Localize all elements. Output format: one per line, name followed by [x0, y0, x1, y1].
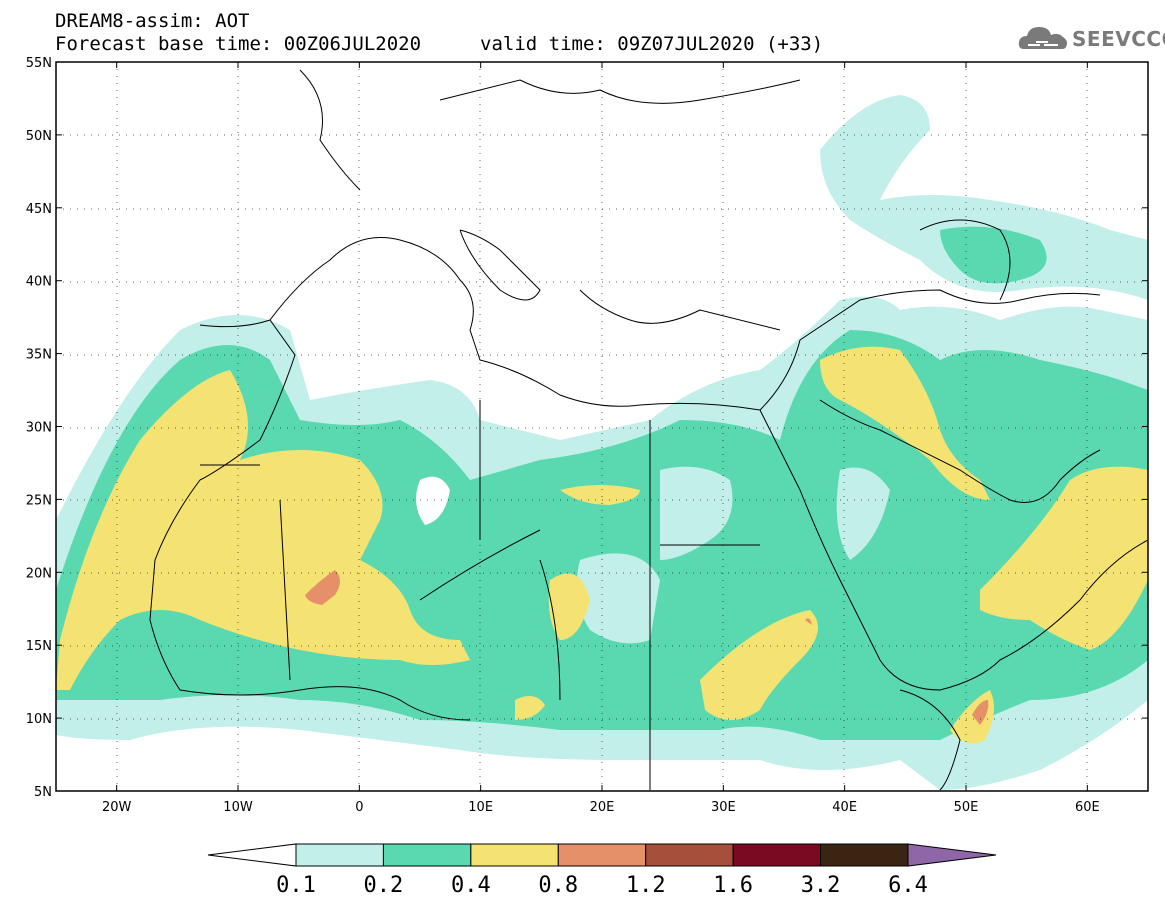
lat-tick-label: 45N [26, 202, 52, 217]
lon-tick-label: 30E [711, 800, 736, 815]
lat-tick-label: 15N [26, 639, 52, 654]
colorbar-box [470, 843, 559, 867]
colorbar-label: 0.8 [538, 873, 578, 898]
lon-tick-label: 20W [102, 800, 132, 815]
lon-tick-label: 60E [1075, 800, 1100, 815]
lon-tick-label: 50E [954, 800, 979, 815]
colorbar-box [295, 843, 384, 867]
longitude-axis: 20W 10W 0 10E 20E 30E 40E 50E 60E [102, 62, 1100, 815]
colorbar-arrow-high [907, 843, 997, 867]
latitude-axis: 5N 10N 15N 20N 25N 30N 35N 40N 45N 50N 55N [26, 56, 1148, 800]
lat-tick-label: 30N [26, 421, 52, 436]
lat-tick-label: 5N [34, 785, 52, 800]
forecast-base-time: Forecast base time: 00Z06JUL2020 [55, 33, 422, 55]
colorbar-label: 0.4 [451, 873, 491, 898]
colorbar-label: 0.2 [364, 873, 404, 898]
lon-tick-label: 0 [355, 800, 363, 815]
lat-tick-label: 55N [26, 56, 52, 71]
lat-tick-label: 25N [26, 493, 52, 508]
colorbar-box [820, 843, 909, 867]
lat-tick-label: 50N [26, 129, 52, 144]
colorbar-box [645, 843, 734, 867]
lat-tick-label: 10N [26, 712, 52, 727]
colorbar-label: 1.6 [713, 873, 753, 898]
colorbar-label: 1.2 [626, 873, 666, 898]
colorbar-box [557, 843, 647, 867]
lat-tick-label: 40N [26, 275, 52, 290]
colorbar-label: 3.2 [801, 873, 841, 898]
seevccc-logo: SEEVCCC [1018, 23, 1165, 55]
lon-tick-label: 10E [468, 800, 493, 815]
lon-tick-label: 40E [832, 800, 857, 815]
logo-text: SEEVCCC [1072, 27, 1165, 51]
colorbar-arrow-low [207, 843, 297, 867]
lon-tick-label: 10W [223, 800, 253, 815]
colorbar-label: 0.1 [276, 873, 316, 898]
lat-tick-label: 20N [26, 566, 52, 581]
colorbar: 0.1 0.2 0.4 0.8 1.2 1.6 3.2 6.4 [207, 843, 997, 898]
colorbar-label: 6.4 [888, 873, 928, 898]
cloud-icon [1018, 27, 1067, 49]
lat-tick-label: 35N [26, 348, 52, 363]
lon-tick-label: 20E [590, 800, 615, 815]
aot-field [56, 62, 1148, 791]
colorbar-box [732, 843, 822, 867]
map-title: DREAM8-assim: AOT [55, 10, 250, 32]
valid-time: valid time: 09Z07JUL2020 (+33) [480, 33, 824, 55]
colorbar-box [382, 843, 472, 867]
